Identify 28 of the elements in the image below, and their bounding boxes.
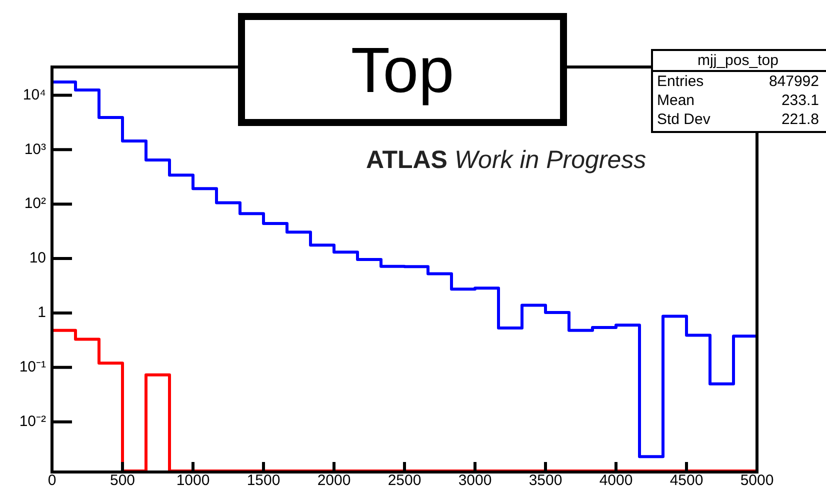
- annotation: mjj_pos_top: [653, 51, 826, 72]
- x-tick-label: 3000: [458, 472, 492, 490]
- x-tick-label: 2500: [388, 472, 422, 490]
- y-tick-label: 10: [29, 250, 46, 267]
- y-tick-label: 10⁴: [22, 86, 46, 104]
- annotation: ATLAS: [366, 146, 448, 174]
- y-tick-label: 10⁻¹: [19, 358, 46, 376]
- text: 233.1: [781, 91, 819, 110]
- y-tick-label: 1: [38, 304, 46, 322]
- title-frame: Top: [238, 13, 567, 126]
- annotation: Mean: [657, 91, 695, 110]
- y-tick-label: 10³: [24, 140, 46, 158]
- x-tick-label: 0: [48, 472, 56, 490]
- x-tick-label: 4500: [670, 472, 704, 490]
- x-tick-label: 4000: [599, 472, 633, 490]
- text: 847992: [768, 72, 819, 91]
- annotation: Work in Progress: [454, 146, 646, 174]
- x-tick-label: 3500: [528, 472, 562, 490]
- text: 221.8: [781, 110, 819, 129]
- x-tick-label: 500: [110, 472, 136, 490]
- y-tick-label: 10²: [24, 195, 46, 212]
- annotation: Entries: [657, 72, 704, 91]
- x-tick-label: 2000: [317, 472, 351, 490]
- y-tick-label: 10⁻²: [19, 413, 46, 430]
- x-tick-label: 5000: [740, 472, 774, 490]
- annotation: Std Dev: [657, 110, 710, 129]
- x-tick-label: 1000: [176, 472, 210, 490]
- x-tick-label: 1500: [246, 472, 280, 490]
